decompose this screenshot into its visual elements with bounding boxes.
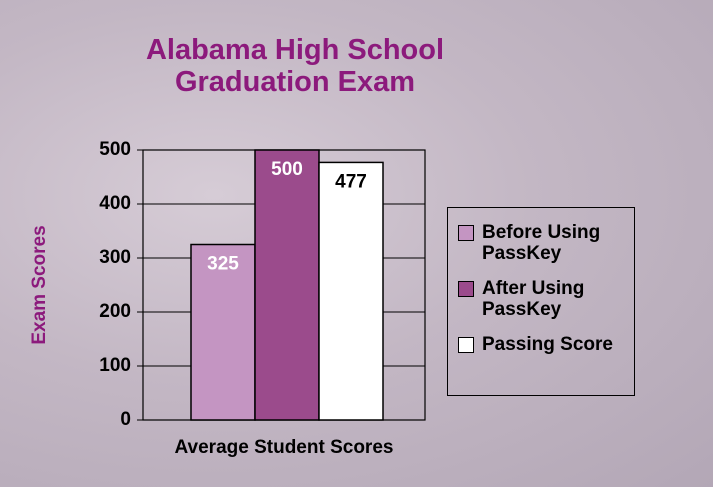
legend-label: Passing Score [482,334,613,355]
legend-label: Before Using PassKey [482,222,601,264]
legend-item: After Using PassKey [458,278,634,320]
legend-swatch [458,225,474,241]
y-axis-label: Exam Scores [29,225,50,344]
data-label: 500 [271,159,303,180]
legend-item: Before Using PassKey [458,222,634,264]
legend: Before Using PassKey After Using PassKey P… [447,207,635,396]
y-tick-label: 400 [99,193,131,214]
data-label: 325 [207,254,239,275]
y-tick-label: 100 [99,355,131,376]
y-tick-label: 300 [99,247,131,268]
x-tick-label: Average Student Scores [175,437,394,458]
bar [254,149,320,421]
chart-title: Alabama High School Graduation Exam [145,34,445,98]
y-tick-label: 200 [99,301,131,322]
legend-swatch [458,281,474,297]
legend-item: Passing Score [458,334,634,355]
data-label: 477 [335,171,367,192]
legend-swatch [458,337,474,353]
bar [318,161,384,421]
y-tick-label: 500 [99,139,131,160]
y-tick-label: 0 [120,409,131,430]
legend-label: After Using PassKey [482,278,585,320]
